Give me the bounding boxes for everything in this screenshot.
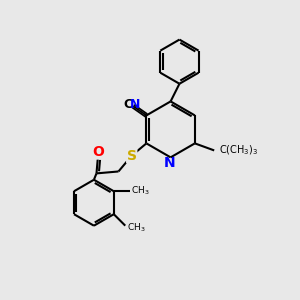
Text: N: N [129,98,140,111]
Text: N: N [164,156,175,170]
Text: O: O [92,145,104,159]
Text: S: S [127,149,137,163]
Text: C: C [123,98,132,111]
Text: CH$_3$: CH$_3$ [131,185,150,197]
Text: CH$_3$: CH$_3$ [127,222,145,234]
Text: C(CH$_3$)$_3$: C(CH$_3$)$_3$ [219,144,258,157]
